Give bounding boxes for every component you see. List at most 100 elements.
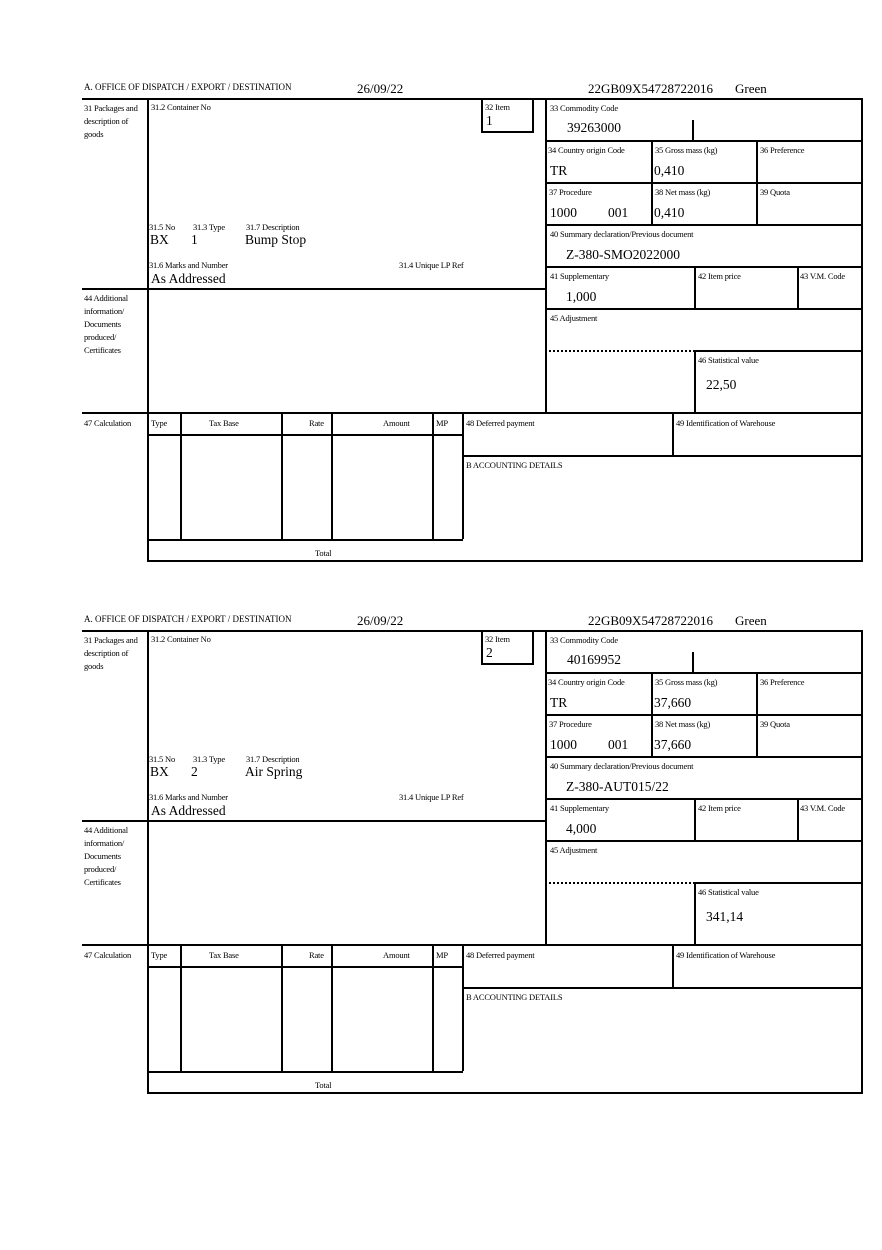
unique-lp-label: 31.4 Unique LP Ref [399, 260, 464, 270]
package-type-label: 31.3 Type [193, 222, 225, 232]
accounting-details-label: B ACCOUNTING DETAILS [466, 460, 563, 470]
package-type: 2 [191, 764, 198, 779]
container-no-label: 31.2 Container No [151, 634, 211, 644]
package-no-label: 31.5 No [149, 754, 175, 764]
commodity-code: 39263000 [567, 120, 621, 135]
rule [532, 630, 534, 664]
rule [545, 756, 862, 758]
rule [545, 630, 547, 946]
package-type-label: 31.3 Type [193, 754, 225, 764]
marks-value: As Addressed [151, 803, 226, 818]
rule [481, 663, 534, 665]
rule [545, 882, 695, 884]
item-number: 1 [486, 113, 493, 128]
rule [147, 434, 463, 436]
previous-document: Z-380-SMO2022000 [566, 247, 680, 262]
additional-info-label: 44 Additional information/ Documents pro… [84, 825, 128, 887]
item-price-label: 42 Item price [698, 271, 741, 281]
preference-label: 36 Preference [760, 677, 805, 687]
statistical-value: 341,14 [706, 909, 744, 924]
statistical-value-label: 46 Statistical value [698, 887, 759, 897]
rule [281, 412, 283, 539]
rule [147, 1092, 863, 1094]
rule [545, 308, 862, 310]
rule [281, 944, 283, 1071]
declaration-item-2: A. OFFICE OF DISPATCH / EXPORT / DESTINA… [0, 614, 882, 1114]
calc-mp-header: MP [436, 418, 448, 428]
rule [694, 266, 696, 308]
item-number: 2 [486, 645, 493, 660]
rule [545, 140, 862, 142]
supplementary-label: 41 Supplementary [550, 803, 609, 813]
rule [82, 288, 546, 290]
adjustment-label: 45 Adjustment [550, 845, 598, 855]
rule [861, 98, 863, 414]
gross-mass-label: 35 Gross mass (kg) [655, 677, 718, 687]
commodity-code-label: 33 Commodity Code [550, 635, 618, 645]
rule [694, 798, 696, 840]
rule [797, 266, 799, 308]
procedure-label: 37 Procedure [549, 187, 592, 197]
calc-tax-base-header: Tax Base [209, 950, 239, 960]
declaration-reference: 22GB09X54728722016 [588, 81, 713, 96]
rule [481, 630, 483, 664]
accounting-details-label: B ACCOUNTING DETAILS [466, 992, 563, 1002]
unique-lp-label: 31.4 Unique LP Ref [399, 792, 464, 802]
rule [462, 987, 862, 989]
total-label: Total [315, 548, 332, 558]
declaration-reference: 22GB09X54728722016 [588, 613, 713, 628]
packages-label: 31 Packages and description of goods [84, 103, 138, 139]
rule [147, 539, 463, 541]
rule [481, 98, 483, 132]
statistical-value: 22,50 [706, 377, 737, 392]
rule [861, 944, 863, 1093]
rule [672, 412, 674, 456]
package-no: BX [150, 764, 169, 779]
country-origin: TR [550, 163, 568, 178]
preference-label: 36 Preference [760, 145, 805, 155]
goods-description: Air Spring [245, 764, 303, 779]
country-origin-label: 34 Country origin Code [548, 677, 625, 687]
rule [694, 350, 862, 352]
rule [694, 882, 696, 944]
procedure-code: 1000 [550, 737, 577, 752]
rule [545, 224, 862, 226]
procedure-code: 1000 [550, 205, 577, 220]
calc-type-header: Type [151, 950, 168, 960]
package-no: BX [150, 232, 169, 247]
container-no-label: 31.2 Container No [151, 102, 211, 112]
vm-code-label: 43 V.M. Code [800, 271, 845, 281]
rule [694, 882, 862, 884]
net-mass: 37,660 [654, 737, 692, 752]
procedure-label: 37 Procedure [549, 719, 592, 729]
calculation-label: 47 Calculation [84, 418, 132, 428]
calc-rate-header: Rate [309, 418, 324, 428]
warehouse-label: 49 Identification of Warehouse [676, 950, 776, 960]
rule [481, 131, 534, 133]
rule [545, 714, 862, 716]
description-label: 31.7 Description [246, 222, 300, 232]
calc-rate-header: Rate [309, 950, 324, 960]
calc-mp-header: MP [436, 950, 448, 960]
net-mass-label: 38 Net mass (kg) [655, 719, 711, 729]
rule [147, 966, 463, 968]
route-status: Green [735, 613, 767, 628]
rule [692, 652, 694, 673]
calc-tax-base-header: Tax Base [209, 418, 239, 428]
marks-value: As Addressed [151, 271, 226, 286]
rule [861, 412, 863, 561]
rule [797, 798, 799, 840]
rule [147, 1071, 463, 1073]
adjustment-label: 45 Adjustment [550, 313, 598, 323]
supplementary-units: 1,000 [566, 289, 597, 304]
rule [672, 944, 674, 988]
vm-code-label: 43 V.M. Code [800, 803, 845, 813]
package-no-label: 31.5 No [149, 222, 175, 232]
rule [147, 560, 863, 562]
gross-mass: 0,410 [654, 163, 685, 178]
rule [545, 840, 862, 842]
deferred-payment-label: 48 Deferred payment [466, 950, 535, 960]
supplementary-label: 41 Supplementary [550, 271, 609, 281]
rule [147, 98, 149, 562]
marks-label: 31.6 Marks and Number [149, 792, 228, 802]
